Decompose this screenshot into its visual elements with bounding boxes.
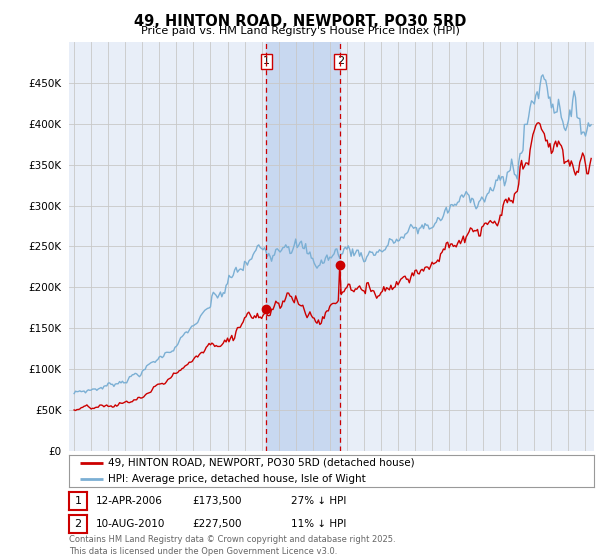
Text: £173,500: £173,500 [192, 496, 241, 506]
Text: 27% ↓ HPI: 27% ↓ HPI [291, 496, 346, 506]
Text: 49, HINTON ROAD, NEWPORT, PO30 5RD: 49, HINTON ROAD, NEWPORT, PO30 5RD [134, 14, 466, 29]
Text: 2: 2 [74, 519, 82, 529]
Text: 49, HINTON ROAD, NEWPORT, PO30 5RD (detached house): 49, HINTON ROAD, NEWPORT, PO30 5RD (deta… [109, 458, 415, 468]
Bar [266, 42, 340, 451]
Text: £227,500: £227,500 [192, 519, 241, 529]
Text: 1: 1 [74, 496, 82, 506]
Text: 1: 1 [263, 57, 270, 66]
Text: 11% ↓ HPI: 11% ↓ HPI [291, 519, 346, 529]
Text: HPI: Average price, detached house, Isle of Wight: HPI: Average price, detached house, Isle… [109, 474, 366, 484]
Text: 2: 2 [337, 57, 344, 66]
Text: Price paid vs. HM Land Registry's House Price Index (HPI): Price paid vs. HM Land Registry's House … [140, 26, 460, 36]
Text: 10-AUG-2010: 10-AUG-2010 [96, 519, 166, 529]
Text: Contains HM Land Registry data © Crown copyright and database right 2025.
This d: Contains HM Land Registry data © Crown c… [69, 535, 395, 556]
Text: 12-APR-2006: 12-APR-2006 [96, 496, 163, 506]
